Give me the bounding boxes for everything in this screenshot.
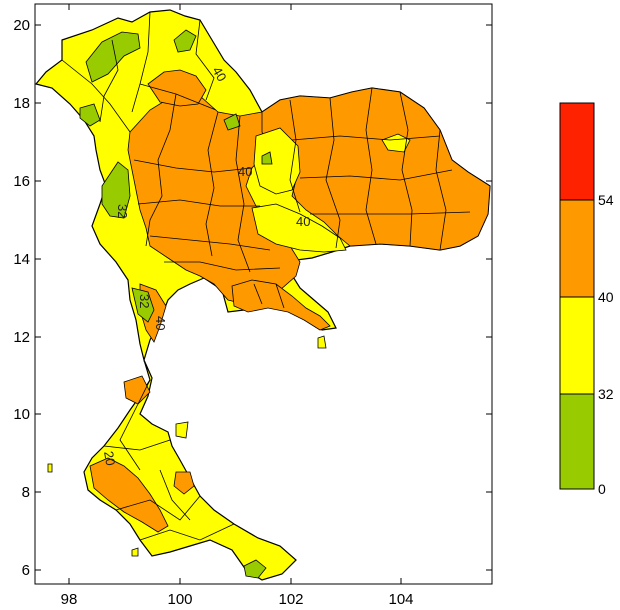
legend-band bbox=[559, 102, 595, 201]
contour-label: 40 bbox=[238, 164, 252, 179]
y-tick-label: 20 bbox=[13, 17, 30, 34]
contour-label: 40 bbox=[153, 316, 168, 330]
cool-zone-northeast bbox=[253, 127, 301, 195]
legend-label: 32 bbox=[598, 386, 614, 402]
heat-zone-east-coast bbox=[231, 279, 331, 331]
region-south-peninsula bbox=[83, 359, 297, 581]
map-frame bbox=[34, 3, 493, 585]
contour-label: 32 bbox=[115, 204, 130, 218]
legend-label: 40 bbox=[598, 289, 614, 305]
heat-zone-northeast bbox=[261, 87, 491, 251]
green-zone-west-a bbox=[79, 103, 101, 127]
green-zone-central-a bbox=[223, 113, 241, 131]
country-map: 40 40 40 32 32 40 20 bbox=[34, 9, 491, 581]
legend-label: 54 bbox=[598, 192, 614, 208]
green-zone-central-b bbox=[261, 151, 273, 165]
y-tick-label: 14 bbox=[13, 251, 30, 268]
province-borders bbox=[61, 11, 471, 541]
contour-label: 40 bbox=[296, 214, 310, 229]
y-tick-label: 18 bbox=[13, 95, 30, 112]
heat-zone-south-a bbox=[123, 375, 151, 405]
cool-zone-loei bbox=[381, 133, 411, 153]
legend-label: 0 bbox=[598, 481, 606, 497]
x-axis: 98 100 102 104 bbox=[61, 4, 414, 608]
contour-label: 40 bbox=[209, 64, 229, 84]
cool-zone-east bbox=[251, 203, 347, 253]
x-tick-label: 102 bbox=[278, 591, 303, 608]
contour-label: 32 bbox=[137, 294, 152, 308]
heat-zone-south-b bbox=[89, 457, 169, 533]
x-tick-label: 98 bbox=[61, 591, 78, 608]
contour-label: 20 bbox=[101, 450, 118, 467]
legend-band bbox=[559, 296, 595, 395]
heat-zone-north bbox=[147, 69, 207, 107]
x-tick-label: 100 bbox=[167, 591, 192, 608]
y-tick-label: 10 bbox=[13, 406, 30, 423]
green-zone-north-a bbox=[85, 31, 141, 83]
green-zone-south bbox=[243, 559, 267, 579]
y-tick-label: 8 bbox=[22, 484, 30, 501]
green-zone-west-b bbox=[101, 161, 131, 219]
x-tick-label: 104 bbox=[388, 591, 413, 608]
y-tick-label: 16 bbox=[13, 173, 30, 190]
green-zone-west-c bbox=[131, 287, 155, 323]
y-tick-label: 12 bbox=[13, 329, 30, 346]
heat-zone-south-c bbox=[173, 471, 195, 495]
islands bbox=[47, 335, 327, 557]
y-axis: 6 8 10 12 14 16 18 20 bbox=[13, 17, 492, 579]
green-zone-north-b bbox=[173, 29, 197, 53]
y-tick-label: 6 bbox=[22, 562, 30, 579]
legend-colorbar: 54 40 32 0 bbox=[559, 102, 614, 497]
legend-band bbox=[559, 199, 595, 298]
legend-band bbox=[559, 393, 595, 490]
